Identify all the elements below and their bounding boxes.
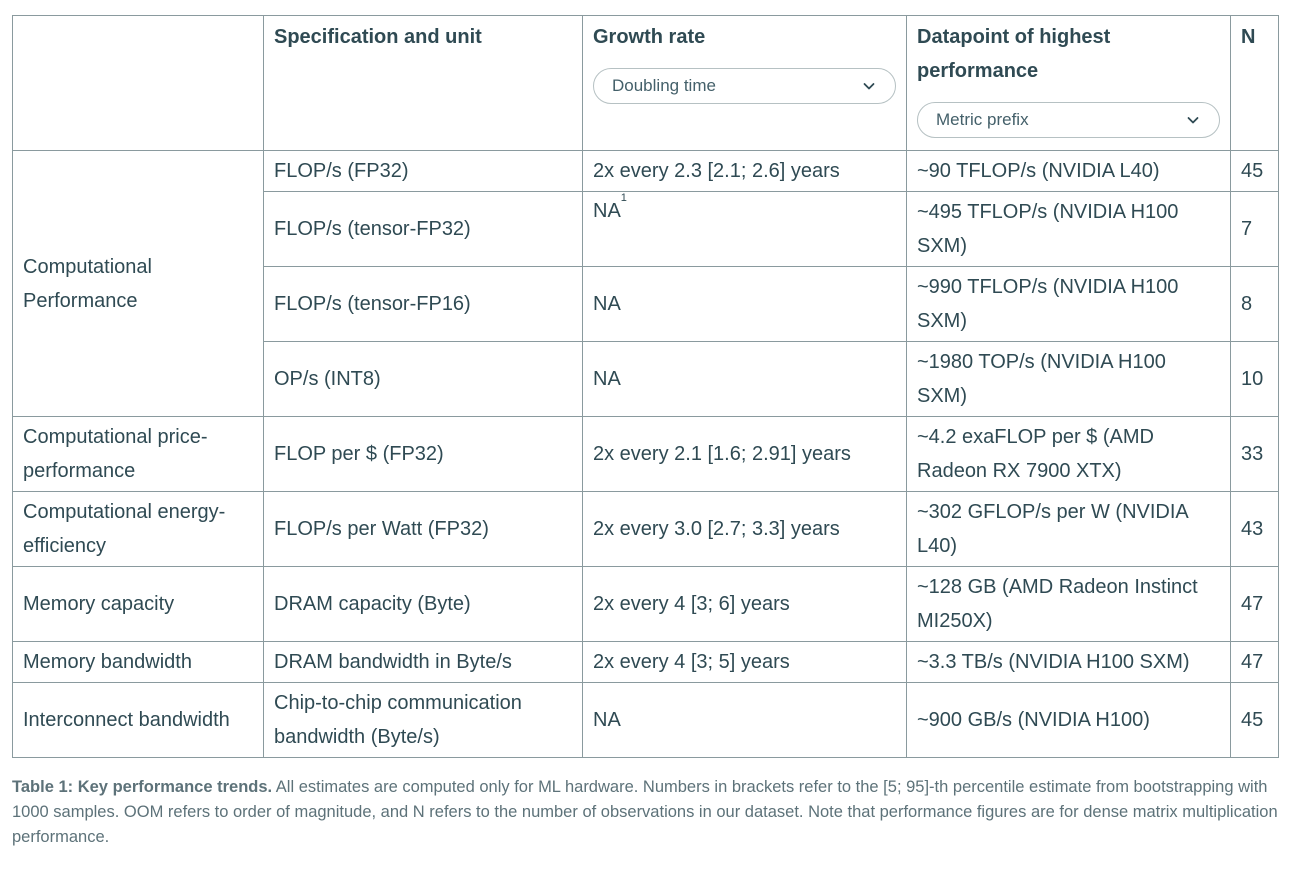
growth-cell: NA	[582, 341, 907, 417]
footnote-marker[interactable]: 1	[620, 192, 627, 204]
chevron-down-icon	[863, 83, 875, 90]
table-row: Memory bandwidth DRAM bandwidth in Byte/…	[12, 641, 1279, 683]
spec-cell: DRAM capacity (Byte)	[263, 566, 583, 642]
spec-cell: Chip-to-chip communication bandwidth (By…	[263, 682, 583, 758]
group-label: Computational Performance	[12, 150, 264, 417]
growth-cell: NA	[582, 682, 907, 758]
performance-trends-table: Specification and unit Growth rate Doubl…	[12, 15, 1279, 758]
table-row: Computational price-performance FLOP per…	[12, 416, 1279, 492]
n-cell: 7	[1230, 191, 1279, 267]
growth-cell: 2x every 2.3 [2.1; 2.6] years	[582, 150, 907, 192]
growth-cell: 2x every 3.0 [2.7; 3.3] years	[582, 491, 907, 567]
n-cell: 47	[1230, 641, 1279, 683]
caption-label: Table 1: Key performance trends.	[12, 778, 273, 796]
table-row: FLOP/s (tensor-FP32) NA1 ~495 TFLOP/s (N…	[13, 191, 1279, 267]
spec-cell: FLOP/s (tensor-FP32)	[263, 191, 583, 267]
growth-unit-selected: Doubling time	[612, 76, 716, 95]
table-row: OP/s (INT8) NA ~1980 TOP/s (NVIDIA H100 …	[13, 341, 1279, 417]
spec-cell: FLOP/s per Watt (FP32)	[263, 491, 583, 567]
growth-cell: 2x every 4 [3; 6] years	[582, 566, 907, 642]
header-growth-label: Growth rate	[593, 26, 706, 48]
table-caption: Table 1: Key performance trends. All est…	[12, 775, 1278, 850]
datapoint-cell: ~4.2 exaFLOP per $ (AMD Radeon RX 7900 X…	[906, 416, 1231, 492]
n-cell: 45	[1230, 682, 1279, 758]
table-row: Computational Performance FLOP/s (FP32) …	[12, 150, 1279, 417]
table-row: FLOP/s (tensor-FP16) NA ~990 TFLOP/s (NV…	[13, 266, 1279, 342]
group-label: Memory bandwidth	[12, 641, 264, 683]
datapoint-cell: ~3.3 TB/s (NVIDIA H100 SXM)	[906, 641, 1231, 683]
growth-unit-dropdown[interactable]: Doubling time	[593, 68, 896, 104]
growth-cell: NA1	[582, 191, 907, 267]
datapoint-prefix-selected: Metric prefix	[936, 110, 1029, 129]
table-row: Memory capacity DRAM capacity (Byte) 2x …	[12, 566, 1279, 642]
n-cell: 8	[1230, 266, 1279, 342]
growth-cell: 2x every 2.1 [1.6; 2.91] years	[582, 416, 907, 492]
spec-cell: OP/s (INT8)	[263, 341, 583, 417]
header-growth: Growth rate Doubling time	[582, 15, 907, 151]
growth-value: NA	[593, 200, 621, 222]
group-label: Memory capacity	[12, 566, 264, 642]
datapoint-cell: ~495 TFLOP/s (NVIDIA H100 SXM)	[906, 191, 1231, 267]
header-datapoint: Datapoint of highest performance Metric …	[906, 15, 1231, 151]
datapoint-cell: ~302 GFLOP/s per W (NVIDIA L40)	[906, 491, 1231, 567]
datapoint-cell: ~90 TFLOP/s (NVIDIA L40)	[906, 150, 1231, 192]
n-cell: 10	[1230, 341, 1279, 417]
header-spec: Specification and unit	[263, 15, 583, 151]
n-cell: 33	[1230, 416, 1279, 492]
table-row: Computational energy-efficiency FLOP/s p…	[12, 491, 1279, 567]
table-row: Interconnect bandwidth Chip-to-chip comm…	[12, 682, 1279, 758]
growth-cell: 2x every 4 [3; 5] years	[582, 641, 907, 683]
datapoint-prefix-dropdown[interactable]: Metric prefix	[917, 102, 1220, 138]
spec-cell: FLOP/s (tensor-FP16)	[263, 266, 583, 342]
datapoint-cell: ~900 GB/s (NVIDIA H100)	[906, 682, 1231, 758]
header-n: N	[1230, 15, 1279, 151]
chevron-down-icon	[1187, 117, 1199, 124]
spec-cell: FLOP/s (FP32)	[263, 150, 583, 192]
growth-cell: NA	[582, 266, 907, 342]
spec-cell: FLOP per $ (FP32)	[263, 416, 583, 492]
spec-cell: DRAM bandwidth in Byte/s	[263, 641, 583, 683]
datapoint-cell: ~1980 TOP/s (NVIDIA H100 SXM)	[906, 341, 1231, 417]
n-cell: 45	[1230, 150, 1279, 192]
datapoint-cell: ~990 TFLOP/s (NVIDIA H100 SXM)	[906, 266, 1231, 342]
header-row: Specification and unit Growth rate Doubl…	[12, 15, 1279, 151]
n-cell: 43	[1230, 491, 1279, 567]
caption-text: All estimates are computed only for ML h…	[12, 778, 1278, 846]
datapoint-cell: ~128 GB (AMD Radeon Instinct MI250X)	[906, 566, 1231, 642]
group-label: Computational energy-efficiency	[12, 491, 264, 567]
header-empty	[12, 15, 264, 151]
header-datapoint-label: Datapoint of highest performance	[917, 26, 1111, 82]
group-label: Computational price-performance	[12, 416, 264, 492]
n-cell: 47	[1230, 566, 1279, 642]
table-container: Specification and unit Growth rate Doubl…	[12, 15, 1279, 850]
group-label: Interconnect bandwidth	[12, 682, 264, 758]
